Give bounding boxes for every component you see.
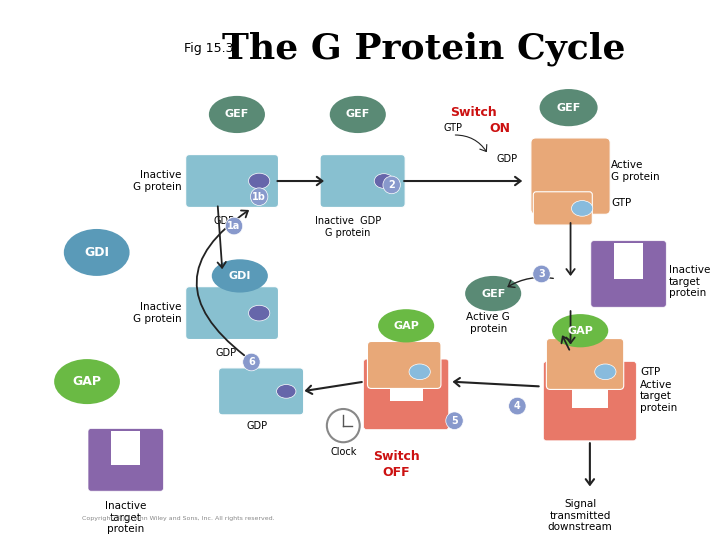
Text: GEF: GEF [481, 288, 505, 299]
Text: 6: 6 [248, 357, 255, 367]
Text: 1a: 1a [228, 221, 240, 231]
Text: GDP: GDP [214, 216, 235, 226]
FancyBboxPatch shape [367, 341, 441, 388]
FancyBboxPatch shape [219, 368, 304, 415]
Text: GAP: GAP [393, 321, 419, 331]
Text: 1b: 1b [252, 192, 266, 201]
Text: GEF: GEF [557, 103, 581, 113]
FancyBboxPatch shape [531, 138, 610, 214]
Text: OFF: OFF [382, 465, 410, 479]
Circle shape [225, 217, 243, 235]
Ellipse shape [552, 314, 608, 347]
Ellipse shape [276, 384, 296, 398]
FancyBboxPatch shape [364, 359, 449, 429]
FancyBboxPatch shape [88, 429, 163, 491]
Circle shape [446, 412, 463, 429]
Text: GDP: GDP [216, 348, 237, 359]
Ellipse shape [409, 364, 431, 380]
Ellipse shape [465, 276, 521, 311]
Text: G protein: G protein [325, 228, 371, 238]
Text: 4: 4 [514, 401, 521, 411]
Ellipse shape [374, 174, 394, 188]
Ellipse shape [212, 259, 268, 293]
Circle shape [327, 409, 360, 442]
Ellipse shape [64, 229, 130, 276]
Circle shape [533, 265, 550, 283]
FancyBboxPatch shape [572, 363, 608, 408]
Ellipse shape [595, 364, 616, 380]
Text: Active G
protein: Active G protein [467, 312, 510, 334]
Text: GAP: GAP [73, 375, 102, 388]
Ellipse shape [248, 305, 270, 321]
FancyBboxPatch shape [544, 362, 636, 441]
Text: 2: 2 [388, 180, 395, 190]
Ellipse shape [209, 96, 265, 133]
Text: GTP: GTP [443, 123, 462, 133]
Text: Inactive  GDP: Inactive GDP [315, 216, 382, 226]
Text: GAP: GAP [567, 326, 593, 336]
FancyBboxPatch shape [186, 154, 279, 207]
Ellipse shape [248, 173, 270, 189]
FancyBboxPatch shape [534, 192, 593, 225]
Ellipse shape [378, 309, 434, 342]
Text: Switch: Switch [451, 106, 498, 119]
Ellipse shape [539, 89, 598, 126]
Text: GDP: GDP [247, 421, 268, 431]
Text: Switch: Switch [373, 450, 420, 463]
Text: Copyright © JG. John Wiley and Sons, Inc. All rights reserved.: Copyright © JG. John Wiley and Sons, Inc… [82, 515, 275, 521]
Text: Inactive
target
protein: Inactive target protein [105, 501, 146, 534]
Text: 5: 5 [451, 416, 458, 426]
Circle shape [508, 397, 526, 415]
Ellipse shape [330, 96, 386, 133]
Text: GEF: GEF [225, 110, 249, 119]
Ellipse shape [54, 359, 120, 404]
Text: Inactive
target
protein: Inactive target protein [669, 265, 711, 299]
Circle shape [251, 188, 268, 206]
FancyBboxPatch shape [591, 241, 666, 307]
Text: GDP: GDP [496, 154, 517, 165]
Text: GTP: GTP [611, 198, 631, 207]
Text: Active
target
protein: Active target protein [640, 380, 678, 413]
Ellipse shape [572, 200, 593, 216]
FancyBboxPatch shape [546, 339, 624, 389]
Text: GDI: GDI [84, 246, 109, 259]
Text: Fig 15.3: Fig 15.3 [184, 43, 233, 56]
Text: GTP: GTP [640, 367, 660, 377]
FancyBboxPatch shape [390, 361, 423, 401]
Text: GEF: GEF [346, 110, 370, 119]
Text: The G Protein Cycle: The G Protein Cycle [222, 32, 626, 66]
Text: ON: ON [490, 122, 510, 134]
Text: GDI: GDI [229, 271, 251, 281]
Text: Signal
transmitted
downstream: Signal transmitted downstream [548, 499, 613, 532]
Circle shape [383, 176, 400, 194]
FancyBboxPatch shape [320, 154, 405, 207]
FancyBboxPatch shape [111, 430, 140, 465]
Text: Active
G protein: Active G protein [611, 160, 660, 182]
Circle shape [243, 353, 260, 371]
Text: 3: 3 [538, 269, 545, 279]
Text: Clock: Clock [330, 447, 356, 457]
FancyBboxPatch shape [614, 242, 643, 279]
FancyBboxPatch shape [186, 287, 279, 340]
Text: Inactive
G protein: Inactive G protein [133, 302, 181, 324]
Text: Inactive
G protein: Inactive G protein [133, 170, 181, 192]
